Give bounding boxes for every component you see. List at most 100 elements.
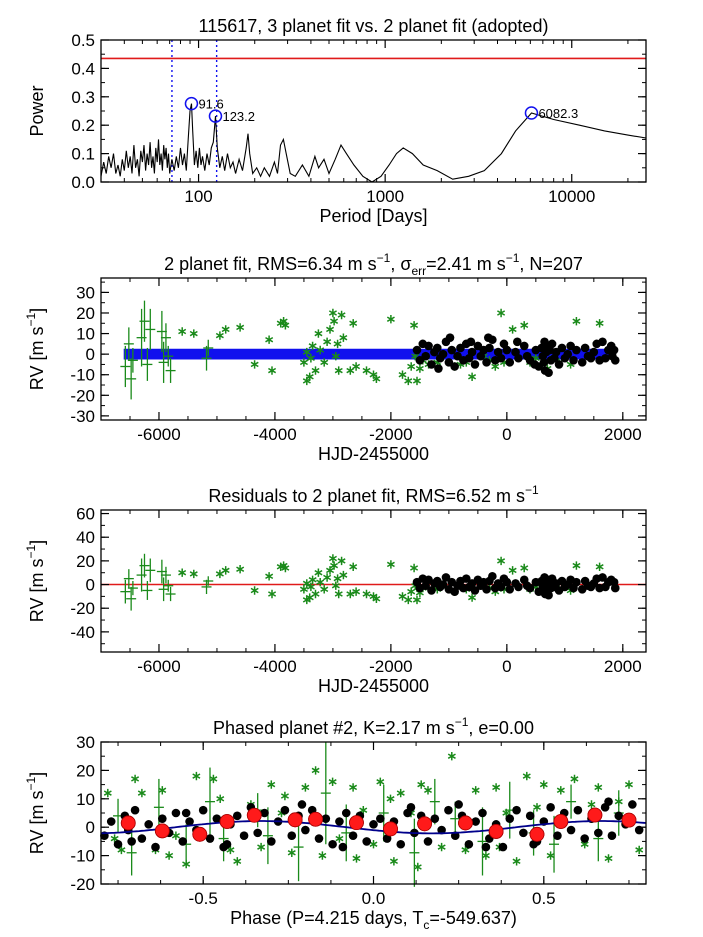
keck-point (181, 808, 191, 818)
x-tick-label: 0 (502, 657, 511, 676)
star-point (447, 752, 456, 761)
keck-point (434, 364, 443, 373)
keck-point (438, 580, 448, 589)
x-tick-label: 0 (502, 425, 511, 444)
star-point (333, 574, 342, 583)
star-point (461, 845, 470, 855)
keck-point (594, 828, 603, 838)
keck-point (287, 831, 297, 841)
peak-marker (208, 109, 223, 123)
y-tick-label: -20 (70, 386, 95, 405)
keck-point (376, 814, 385, 823)
star-point (306, 582, 315, 592)
keck-point (205, 834, 215, 843)
star-point (302, 595, 311, 605)
star-point (221, 566, 230, 575)
keck-point (566, 825, 576, 835)
star-point (215, 331, 224, 340)
star-point (386, 315, 395, 324)
panel-title: 2 planet fit, RMS=6.34 m s−1, σerr=2.41 … (164, 251, 583, 278)
y-tick-label: 0 (86, 818, 95, 837)
star-point (372, 374, 381, 383)
star-point (546, 851, 555, 860)
star-point (404, 595, 413, 605)
x-axis-label: Phase (P=4.215 days, Tc=-549.637) (230, 908, 517, 932)
star-point (424, 786, 432, 795)
star-point (337, 556, 346, 566)
keck-point (348, 831, 358, 841)
keck-point (505, 358, 515, 367)
periodogram-curve (100, 103, 647, 183)
star-point (311, 766, 320, 775)
star-point (330, 317, 339, 326)
star-point (268, 366, 277, 375)
star-point (302, 347, 311, 357)
star-point (110, 834, 119, 843)
star-point (386, 794, 395, 803)
star-point (330, 561, 339, 570)
keck-point (470, 586, 480, 595)
y-tick-label: 0.3 (71, 88, 95, 107)
star-point (302, 376, 311, 386)
star-point (281, 321, 290, 330)
keck-point (519, 828, 528, 838)
keck-point (185, 817, 194, 826)
keck-point (260, 808, 269, 818)
binned-means-overlay (120, 807, 637, 842)
y-tick-label: 0.4 (71, 59, 95, 78)
keck-point (424, 341, 433, 351)
keck-point (151, 842, 160, 852)
star-point (468, 593, 477, 602)
star-point (216, 794, 225, 803)
y-tick-label: 0.1 (71, 145, 95, 164)
keck-point (127, 837, 136, 846)
star-point (502, 808, 511, 818)
star-point (250, 360, 259, 369)
keck-point (396, 839, 406, 849)
star-point (182, 859, 191, 869)
star-point (595, 319, 604, 328)
keck-point (483, 333, 493, 342)
x-tick-label: 100 (184, 187, 212, 206)
star-point (497, 556, 506, 566)
star-point (481, 851, 490, 860)
keck-point (466, 337, 476, 347)
keck-point (113, 839, 123, 849)
keck-point (514, 582, 523, 592)
keck-point (525, 583, 535, 593)
star-point (281, 563, 290, 573)
binned-mean-point (458, 815, 473, 831)
x-tick-label: -0.5 (189, 889, 218, 908)
keck-point (450, 362, 459, 371)
keck-point (321, 814, 331, 823)
keck-point (482, 358, 491, 367)
star-point (346, 589, 355, 599)
star-point (508, 566, 517, 575)
y-tick-label: -10 (70, 847, 95, 866)
star-point (349, 562, 358, 571)
star-point (171, 831, 180, 840)
binned-mean-point (529, 826, 545, 842)
keck-point (438, 349, 448, 359)
star-point (396, 788, 405, 798)
keck-point (598, 573, 607, 582)
keck-point (505, 814, 515, 823)
keck-point (212, 814, 222, 823)
keck-point (478, 808, 487, 818)
star-point (533, 803, 541, 812)
keck-point (444, 805, 453, 815)
star-point (331, 581, 340, 590)
keck-point (471, 817, 480, 826)
keck-point (130, 805, 140, 815)
star-point (404, 376, 413, 386)
keck-point (485, 343, 494, 353)
star-point (226, 845, 235, 855)
keck-point (362, 837, 371, 846)
keck-point (464, 839, 474, 849)
star-point (572, 317, 581, 326)
star-point (372, 594, 381, 603)
keck-point (525, 811, 535, 821)
star-point (389, 857, 398, 866)
keck-point (544, 368, 553, 377)
y-tick-label: 0 (86, 345, 95, 364)
